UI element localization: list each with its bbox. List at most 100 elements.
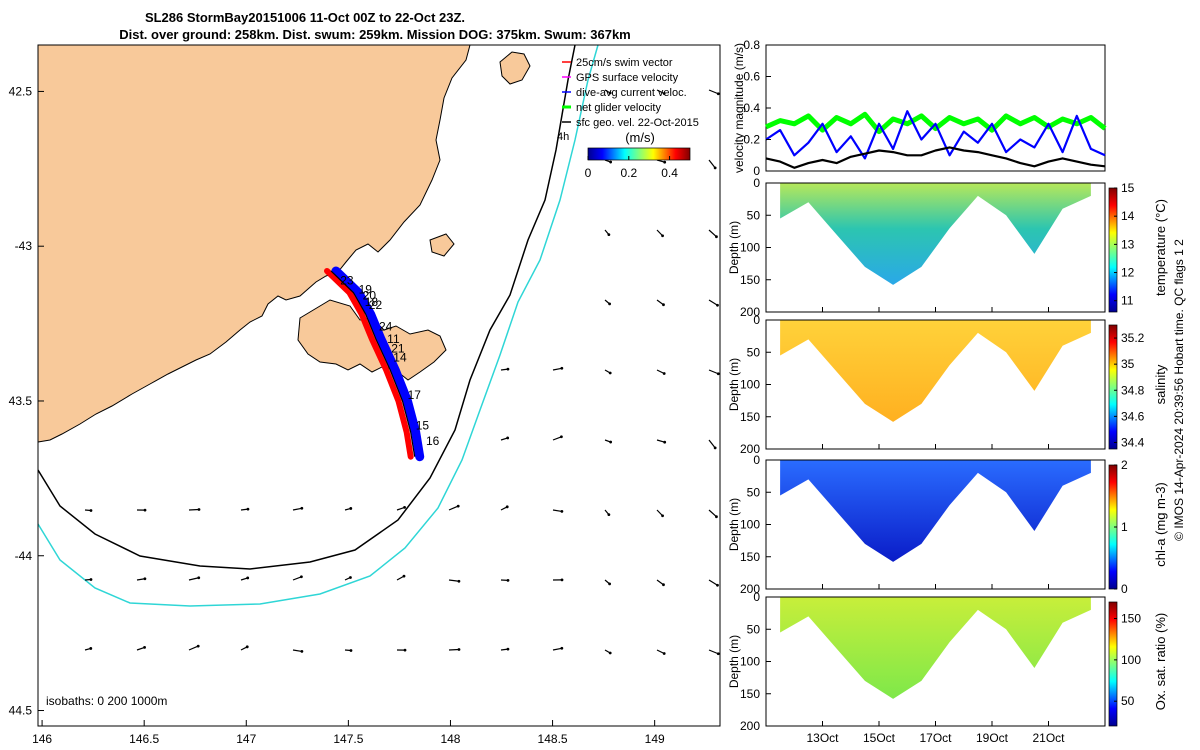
map-x-tick-label: 149 bbox=[645, 732, 665, 746]
map-y-tick-label: 44.5 bbox=[9, 704, 33, 718]
geo-velocity-arrowhead bbox=[245, 645, 249, 649]
geo-velocity-arrowhead bbox=[609, 160, 613, 164]
waypoint-label: 23 bbox=[340, 273, 354, 287]
geo-velocity-arrowhead bbox=[662, 372, 666, 375]
velocity-y-tick-label: 0.4 bbox=[743, 101, 760, 115]
geo-velocity-arrowhead bbox=[246, 507, 250, 511]
speed-colorbar-title: (m/s) bbox=[625, 130, 655, 145]
map-y-tick-label: -43 bbox=[15, 239, 33, 253]
geo-velocity-arrow bbox=[708, 229, 717, 238]
map-x-tick-label: 146 bbox=[32, 732, 52, 746]
velocity-series-line bbox=[764, 111, 1107, 135]
geo-velocity-arrow bbox=[292, 649, 302, 653]
velocity-y-tick-label: 0 bbox=[753, 164, 760, 178]
waypoint-label: 14 bbox=[393, 351, 407, 365]
geo-velocity-arrow bbox=[552, 647, 562, 651]
geo-velocity-arrow bbox=[188, 577, 199, 581]
map-y-tick-label: 42.5 bbox=[9, 84, 33, 98]
geo-velocity-arrowhead bbox=[506, 578, 510, 582]
geo-velocity-arrowhead bbox=[197, 576, 201, 580]
geo-velocity-arrowhead bbox=[349, 649, 353, 652]
velocity-ylabel: velocity magnitude (m/s) bbox=[732, 43, 746, 173]
legend-label: dive-avg current veloc. bbox=[576, 87, 687, 99]
waypoint-label: 15 bbox=[416, 419, 430, 433]
waypoint-label: 17 bbox=[408, 388, 422, 402]
geo-velocity-arrow bbox=[448, 648, 460, 651]
geo-velocity-arrowhead bbox=[713, 166, 717, 170]
geo-velocity-arrow bbox=[708, 579, 718, 586]
section-y-tick-label: 200 bbox=[740, 442, 760, 456]
geo-velocity-arrowhead bbox=[506, 647, 510, 651]
section-ylabel: Depth (m) bbox=[727, 498, 741, 551]
land-islet bbox=[429, 233, 455, 257]
map-x-tick-label: 147.5 bbox=[333, 732, 363, 746]
section-y-tick-label: 0 bbox=[753, 453, 760, 467]
geo-velocity-arrowhead bbox=[89, 509, 93, 512]
geo-velocity-arrowhead bbox=[246, 576, 250, 580]
geo-velocity-arrowhead bbox=[607, 233, 611, 236]
time-x-tick-label: 19Oct bbox=[976, 731, 1009, 745]
land-island bbox=[499, 51, 531, 85]
section-colorbar-tick-label: 50 bbox=[1121, 694, 1135, 708]
geo-velocity-arrowhead bbox=[716, 92, 720, 96]
section-colorbar-label: temperature (°C) bbox=[1153, 199, 1168, 296]
geo-velocity-arrowhead bbox=[349, 576, 352, 579]
section-y-tick-label: 200 bbox=[740, 305, 760, 319]
section-y-tick-label: 50 bbox=[747, 345, 761, 359]
geo-velocity-arrowhead bbox=[506, 436, 510, 440]
section-y-tick-label: 150 bbox=[740, 687, 760, 701]
geo-velocity-arrow bbox=[708, 649, 719, 655]
geo-velocity-arrowhead bbox=[662, 303, 665, 307]
time-x-tick-label: 17Oct bbox=[919, 731, 952, 745]
section-colorbar-tick-label: 0 bbox=[1121, 582, 1128, 596]
section-colorbar-tick-label: 34.8 bbox=[1121, 383, 1145, 397]
section-y-tick-label: 200 bbox=[740, 582, 760, 596]
geo-velocity-arrowhead bbox=[403, 505, 406, 509]
section-colorbar-tick-label: 100 bbox=[1121, 653, 1141, 667]
section-colorbar-tick-label: 1 bbox=[1121, 520, 1128, 534]
geo-velocity-arrowhead bbox=[300, 506, 304, 510]
section-y-tick-label: 100 bbox=[740, 378, 760, 392]
section-panel: 0 50 100 150 200 Depth (m) 50 100 150 Ox. sat. ra… bbox=[727, 590, 1168, 733]
map-y-tick-label: 43.5 bbox=[9, 394, 33, 408]
map-y-axis: 42.5 -43 43.5 -44 44.5 bbox=[9, 84, 44, 718]
geo-velocity-arrowhead bbox=[607, 513, 611, 516]
geo-velocity-arrowhead bbox=[506, 367, 510, 371]
section-colorbar bbox=[1108, 187, 1118, 313]
waypoint-label: 22 bbox=[369, 298, 383, 312]
section-data-fill bbox=[780, 597, 1091, 699]
map-x-tick-label: 148.5 bbox=[538, 732, 568, 746]
geo-velocity-arrowhead bbox=[663, 160, 667, 164]
time-x-tick-label: 21Oct bbox=[1032, 731, 1065, 745]
isobath-200m bbox=[37, 44, 576, 570]
section-colorbar-tick-label: 35 bbox=[1121, 357, 1135, 371]
section-colorbar-tick-label: 34.4 bbox=[1121, 435, 1145, 449]
title-line-2: Dist. over ground: 258km. Dist. swum: 25… bbox=[119, 27, 631, 42]
time-x-tick-label: 15Oct bbox=[863, 731, 896, 745]
geo-velocity-arrowhead bbox=[89, 578, 93, 581]
glider-track bbox=[323, 266, 425, 462]
speed-colorbar-bar bbox=[587, 147, 691, 161]
section-panel: 0 50 100 150 200 Depth (m) 11 12 13 14 15 temperatu… bbox=[727, 176, 1168, 319]
geo-velocity-arrow bbox=[448, 579, 459, 582]
velocity-y-tick-label: 0.2 bbox=[743, 133, 760, 147]
velocity-frame bbox=[765, 44, 1106, 172]
geo-velocity-arrowhead bbox=[608, 651, 612, 655]
section-panel: 0 50 100 150 200 Depth (m) 34.4 34.6 34.8 35 35.2 s… bbox=[727, 313, 1168, 456]
section-y-tick-label: 0 bbox=[753, 313, 760, 327]
waypoint-label: 20 bbox=[363, 289, 377, 303]
geo-velocity-arrowhead bbox=[505, 505, 509, 509]
section-y-tick-label: 50 bbox=[747, 208, 761, 222]
geo-velocity-arrow bbox=[552, 436, 562, 441]
geo-velocity-arrowhead bbox=[457, 648, 461, 651]
geo-velocity-arrowhead bbox=[608, 582, 611, 586]
section-data-fill bbox=[780, 183, 1091, 285]
geo-velocity-arrowhead bbox=[403, 648, 407, 652]
geo-velocity-arrowhead bbox=[457, 579, 461, 583]
geo-velocity-arrowhead bbox=[661, 234, 664, 238]
waypoint-label: 16 bbox=[426, 434, 440, 448]
waypoint-label: 21 bbox=[391, 341, 405, 355]
section-y-tick-label: 150 bbox=[740, 410, 760, 424]
speed-colorbar-tick-label: 0.2 bbox=[620, 166, 637, 180]
section-y-tick-label: 50 bbox=[747, 485, 761, 499]
